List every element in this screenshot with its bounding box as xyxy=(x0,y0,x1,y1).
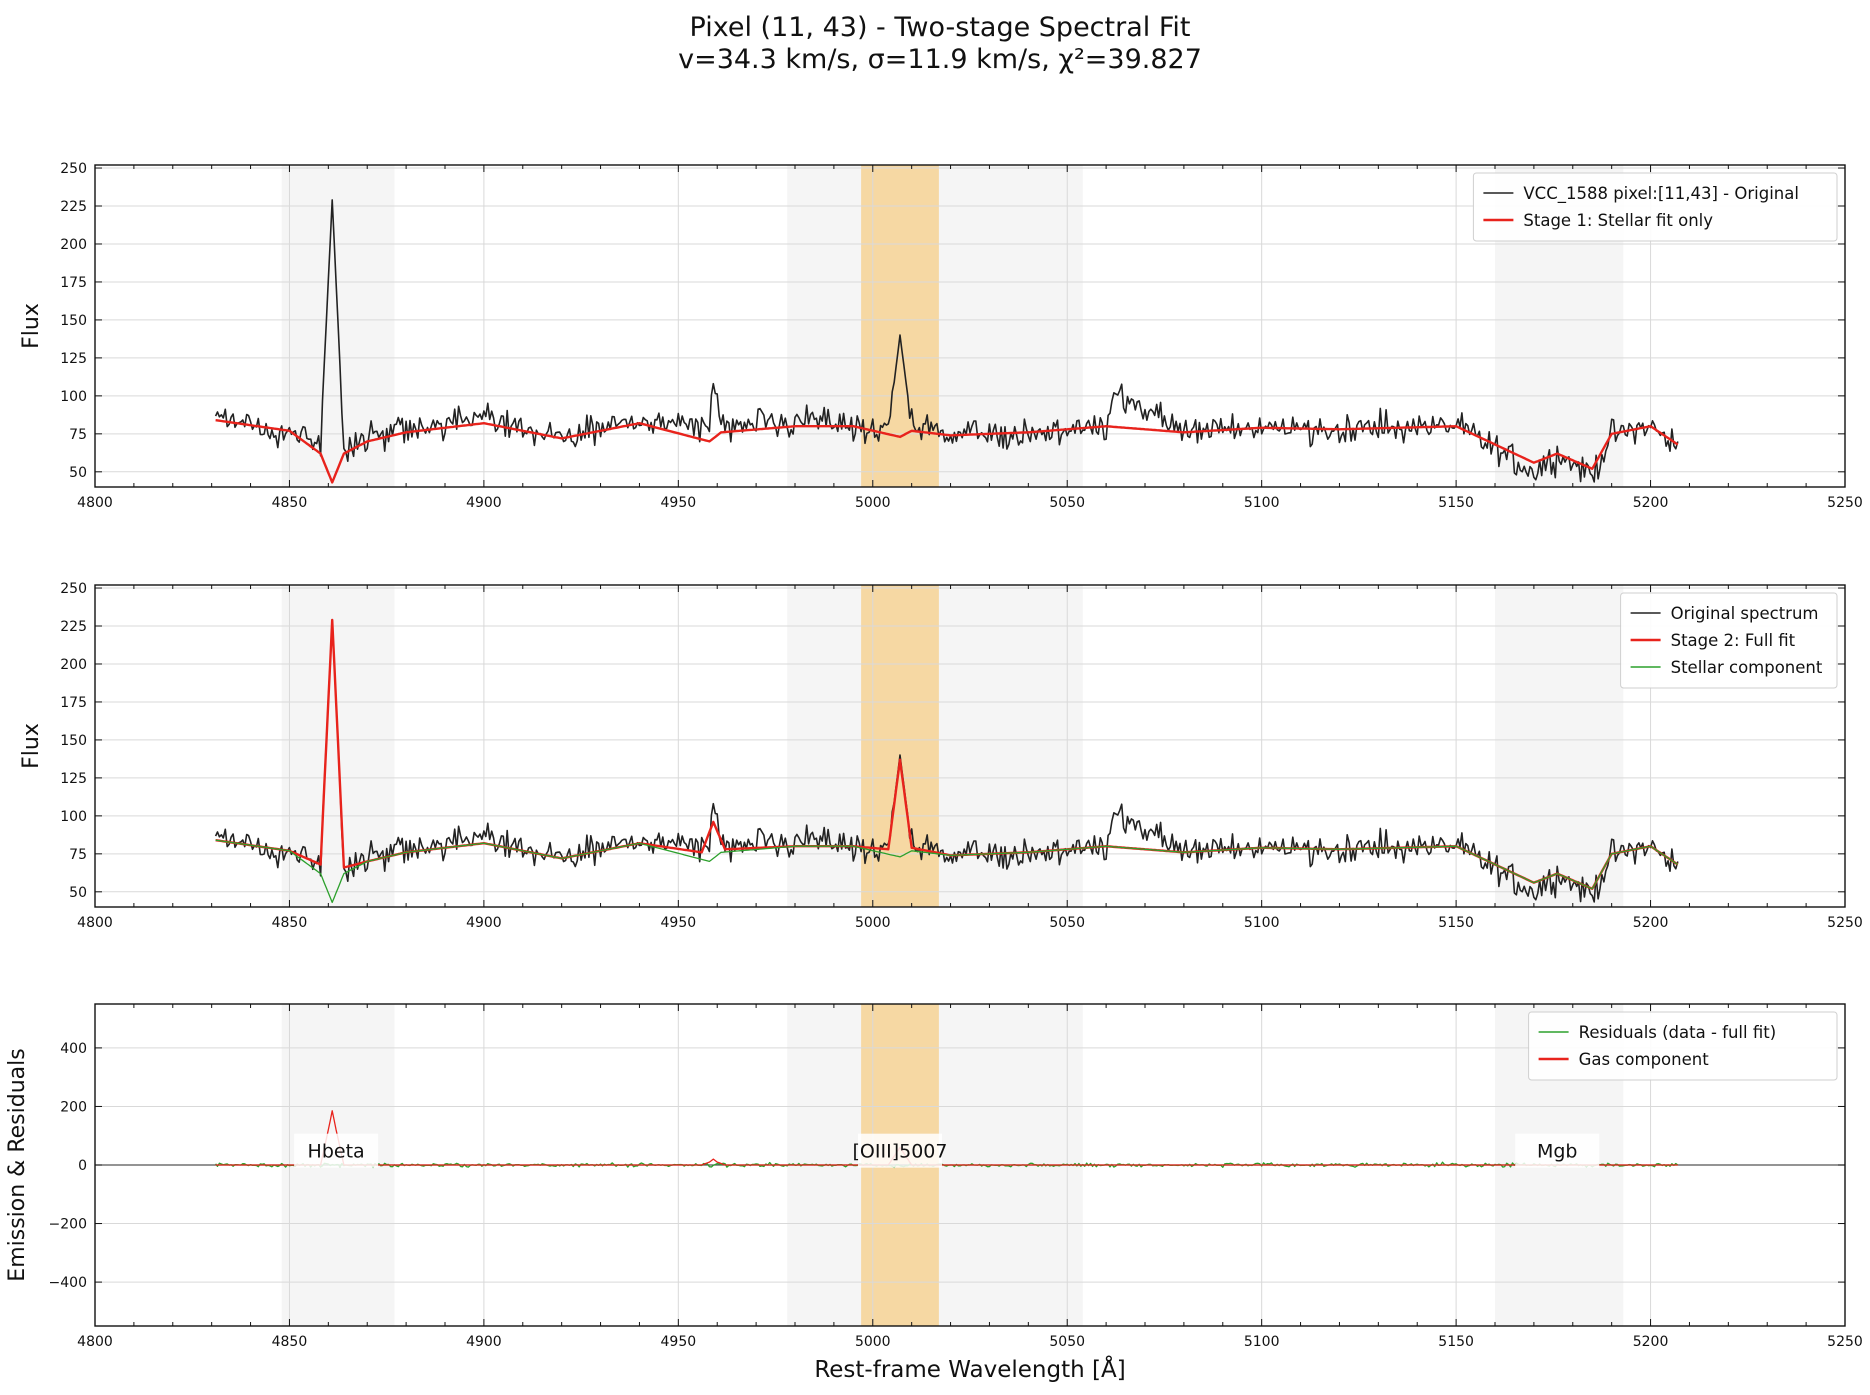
x-tick-label: 4900 xyxy=(466,495,502,511)
x-tick-label: 4900 xyxy=(466,915,502,931)
x-tick-label: 5100 xyxy=(1244,495,1280,511)
x-tick-label: 5200 xyxy=(1633,495,1669,511)
y-tick-label: 125 xyxy=(60,351,87,367)
legend-entry-label: VCC_1588 pixel:[11,43] - Original xyxy=(1523,184,1799,204)
y-tick-label: −200 xyxy=(49,1217,87,1233)
x-tick-label: 5050 xyxy=(1049,495,1085,511)
x-tick-label: 5000 xyxy=(855,495,891,511)
x-tick-label: 5050 xyxy=(1049,915,1085,931)
y-tick-label: 225 xyxy=(60,199,87,215)
series-line-gas xyxy=(215,1110,1678,1166)
x-tick-label: 4950 xyxy=(661,915,697,931)
legend-entry-label: Stage 1: Stellar fit only xyxy=(1523,211,1713,230)
annotation-box xyxy=(1515,1133,1600,1168)
x-tick-label: 4850 xyxy=(272,915,308,931)
series-line-data xyxy=(214,619,1679,903)
x-tick-label: 5100 xyxy=(1244,1334,1280,1350)
figure-title-line1: Pixel (11, 43) - Two-stage Spectral Fit xyxy=(690,12,1191,43)
legend-box xyxy=(1472,172,1838,242)
y-tick-label: 75 xyxy=(69,847,87,863)
figure-title-line2: v=34.3 km/s, σ=11.9 km/s, χ²=39.827 xyxy=(678,44,1202,75)
y-tick-label: 100 xyxy=(60,809,87,825)
x-tick-label: 4800 xyxy=(77,495,113,511)
x-tick-label: 5100 xyxy=(1244,915,1280,931)
y-tick-label: 250 xyxy=(60,161,87,177)
legend-entry-label: Residuals (data - full fit) xyxy=(1579,1023,1777,1042)
annotation-box xyxy=(858,1133,942,1168)
series-line-fit xyxy=(215,419,1679,484)
y-tick-label: 225 xyxy=(60,619,87,635)
y-tick-label: 200 xyxy=(60,657,87,673)
panel-stage1: 4800 4850 4900 4950 5000 5050 5100 5150 5200 5250… xyxy=(19,161,1863,511)
legend-entry-label: Original spectrum xyxy=(1671,604,1819,623)
x-tick-label: 4800 xyxy=(77,1334,113,1350)
y-tick-label: 100 xyxy=(60,389,87,405)
legend-entry-label: Stage 2: Full fit xyxy=(1671,631,1796,650)
annotation-box xyxy=(294,1133,379,1168)
y-tick-label: 200 xyxy=(60,1099,87,1115)
panel-stage2: 4800 4850 4900 4950 5000 5050 5100 5150 5200 5250… xyxy=(19,581,1863,931)
x-tick-label: 4950 xyxy=(661,495,697,511)
x-tick-label: 5200 xyxy=(1633,915,1669,931)
x-tick-label: 5250 xyxy=(1827,915,1863,931)
y-tick-label: 125 xyxy=(60,771,87,787)
x-tick-label: 5250 xyxy=(1827,495,1863,511)
panel-emission-residuals: Hbeta [OIII]5007 Mgb 4800 4850 4900 4950 5000 50… xyxy=(5,1003,1863,1350)
x-tick-label: 4950 xyxy=(661,1334,697,1350)
y-tick-label: 150 xyxy=(60,733,87,749)
legend-box xyxy=(1528,1011,1838,1081)
shaded-region-3 xyxy=(1495,585,1624,907)
y-tick-label: 50 xyxy=(69,465,87,481)
y-tick-label: 150 xyxy=(60,313,87,329)
y-tick-label: 250 xyxy=(60,581,87,597)
x-tick-label: 4900 xyxy=(466,1334,502,1350)
y-tick-label: 175 xyxy=(60,695,87,711)
y-axis-label: Flux xyxy=(19,723,44,769)
x-tick-label: 5250 xyxy=(1827,1334,1863,1350)
x-tick-label: 5150 xyxy=(1438,1334,1474,1350)
y-tick-label: 50 xyxy=(69,885,87,901)
x-tick-label: 4800 xyxy=(77,915,113,931)
legend-box xyxy=(1620,592,1838,689)
x-tick-label: 4850 xyxy=(272,1334,308,1350)
x-tick-label: 5150 xyxy=(1438,915,1474,931)
annotation-label: Mgb xyxy=(1537,1141,1578,1163)
x-axis-label: Rest-frame Wavelength [Å] xyxy=(814,1355,1125,1383)
y-tick-label: 200 xyxy=(60,237,87,253)
x-tick-label: 5150 xyxy=(1438,495,1474,511)
series-line-stellar xyxy=(215,839,1679,904)
x-tick-label: 5000 xyxy=(855,915,891,931)
x-tick-label: 5200 xyxy=(1633,1334,1669,1350)
y-tick-label: 75 xyxy=(69,427,87,443)
y-tick-label: 0 xyxy=(78,1158,87,1174)
x-tick-label: 5000 xyxy=(855,1334,891,1350)
y-tick-label: 175 xyxy=(60,275,87,291)
y-axis-label: Flux xyxy=(19,303,44,349)
annotation-label: Hbeta xyxy=(308,1141,365,1163)
y-tick-label: 400 xyxy=(60,1041,87,1057)
series-line-data xyxy=(214,199,1679,483)
legend-entry-label: Stellar component xyxy=(1671,658,1823,677)
axes-frame xyxy=(94,584,1846,908)
axes-frame xyxy=(94,164,1846,488)
x-tick-label: 5050 xyxy=(1049,1334,1085,1350)
y-axis-label: Emission & Residuals xyxy=(5,1048,30,1281)
legend-entry-label: Gas component xyxy=(1579,1050,1710,1069)
y-tick-label: −400 xyxy=(49,1275,87,1291)
annotation-label: [OIII]5007 xyxy=(853,1141,948,1163)
x-tick-label: 4850 xyxy=(272,495,308,511)
